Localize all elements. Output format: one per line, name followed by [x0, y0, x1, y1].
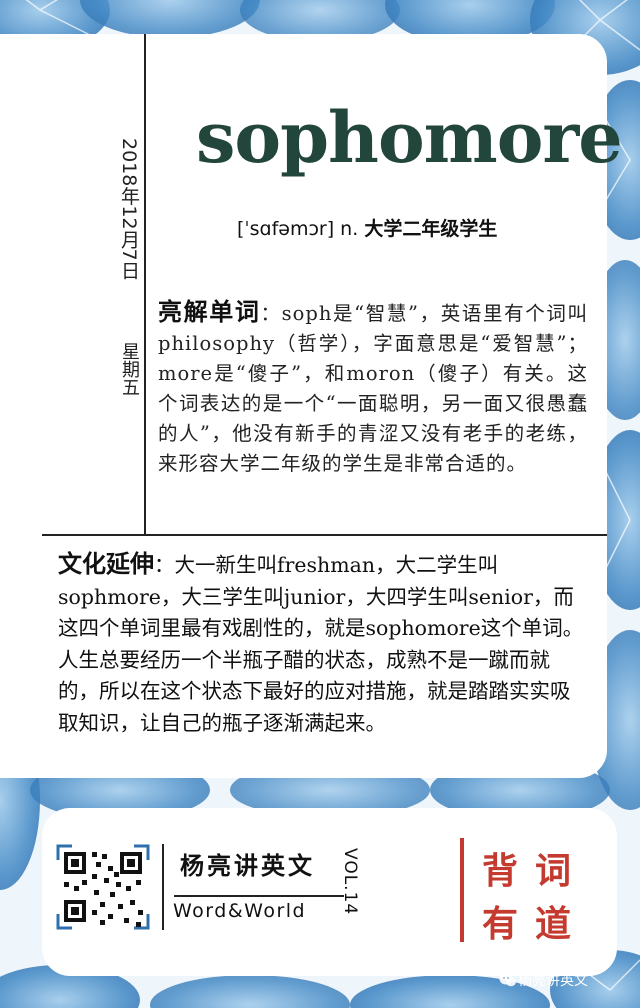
headword: sophomore [196, 96, 623, 179]
brand-name: 杨亮讲英文 [180, 851, 315, 880]
volume-label: VOL.14 [340, 848, 360, 916]
slogan-char-1: 背 [482, 850, 519, 892]
brand-underline [174, 895, 344, 897]
qr-code-icon[interactable] [56, 844, 150, 930]
explanation-label: 亮解单词 [158, 297, 261, 326]
wechat-icon [499, 973, 516, 987]
brand-english: Word&World [173, 900, 307, 922]
watermark: 杨亮讲英文 [518, 973, 588, 989]
slogan-char-3: 有 [482, 903, 519, 945]
culture-text: ：大一新生叫freshman，大二学生叫sophmore，大三学生叫junior… [58, 553, 584, 735]
slogan-char-4: 道 [535, 903, 572, 945]
weekday-label: 星期五 [119, 342, 140, 396]
culture-label: 文化延伸 [58, 549, 154, 578]
culture-paragraph: 文化延伸：大一新生叫freshman，大二学生叫sophmore，大三学生叫ju… [58, 548, 588, 739]
pronunciation: [ˈsɑfəmɔr] n. [237, 218, 359, 240]
footer-divider [162, 844, 164, 930]
main-card [0, 34, 607, 778]
red-accent-bar [460, 838, 464, 942]
slogan-char-2: 词 [535, 850, 572, 892]
explanation-text: ：soph是“智慧”，英语里有个词叫philosophy（哲学），字面意思是“爱… [158, 302, 589, 475]
vertical-divider [144, 34, 146, 534]
explanation-paragraph: 亮解单词：soph是“智慧”，英语里有个词叫philosophy（哲学），字面意… [158, 297, 588, 479]
date-label: 2018年12月7日 [118, 138, 140, 280]
pronunciation-line: [ˈsɑfəmɔr] n. 大学二年级学生 [237, 214, 497, 241]
definition: 大学二年级学生 [364, 218, 498, 240]
horizontal-divider [42, 534, 607, 536]
